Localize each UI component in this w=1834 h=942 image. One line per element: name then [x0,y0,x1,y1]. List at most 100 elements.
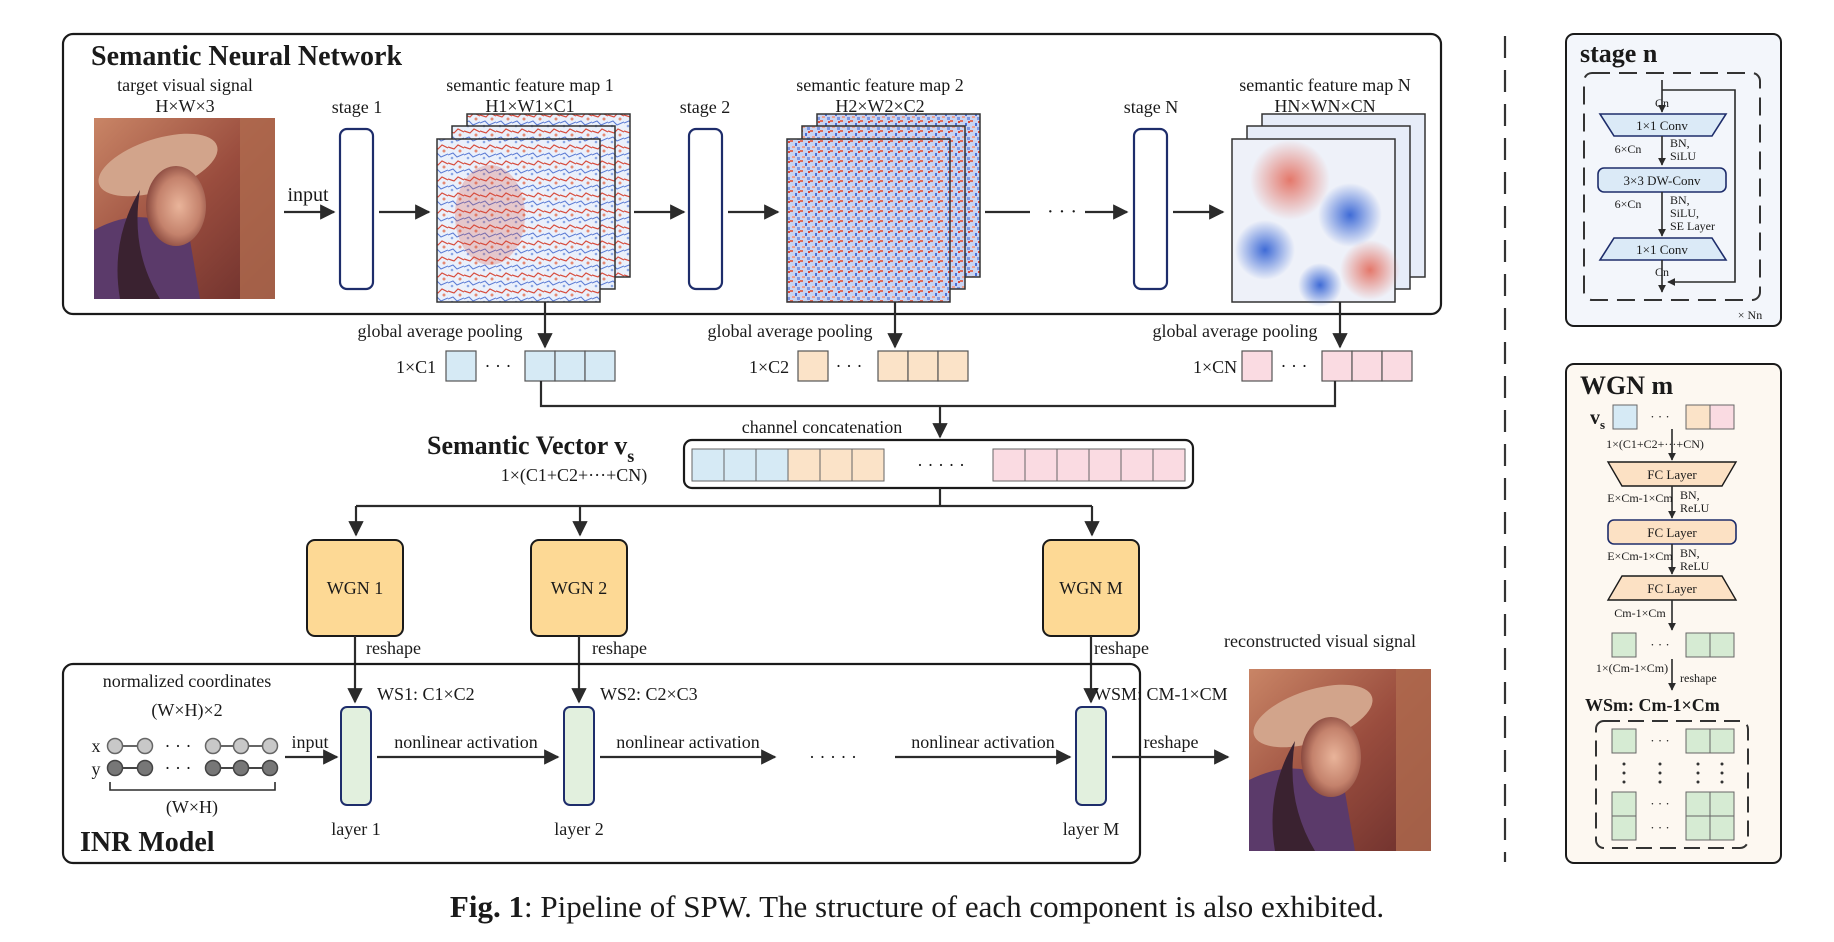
wgnm-out-dims: Cm-1×Cm [1614,606,1666,620]
output-label: reconstructed visual signal [1224,631,1416,651]
wgnm-e2: E×Cm-1×Cm [1607,549,1673,563]
stage-n-repeat: × Nn [1738,308,1762,322]
stage-n-cout: Cn [1655,265,1669,279]
sv-cell [787,448,821,482]
weight-m-label: WSM: CM-1×CM [1094,684,1228,704]
wgnm-vs: vs [1590,407,1605,432]
caption-bold: Fig. 1 [450,889,524,924]
vector-2-cell [797,350,829,382]
wgnm-out-cell [1611,632,1637,658]
y-label: y [92,759,101,779]
wgnm-bn1a: BN, [1680,488,1700,502]
wgnm-reshape: reshape [1680,671,1717,685]
wgnm-vs-cell [1709,404,1735,430]
wgnm-vs-sub: s [1600,417,1605,432]
vector-2-label: 1×C2 [749,357,789,377]
grid-cell [1611,791,1637,817]
feature-map-n-dims: HN×WN×CN [1274,96,1375,116]
stage-n-dwconv-label: 3×3 DW-Conv [1623,173,1701,188]
layer-1-block [340,706,372,806]
weight-1-label: WS1: C1×C2 [377,684,475,704]
sv-cell [1056,448,1090,482]
stage-1-block [338,127,375,291]
vector-n-cell [1351,350,1383,382]
wgnm-vs-cell [1612,404,1638,430]
stages-ellipsis: · · · [1047,201,1077,223]
sv-cell [723,448,757,482]
feature-map-n-title: semantic feature map N [1239,75,1410,95]
sv-cell [1088,448,1122,482]
feature-map-2-title: semantic feature map 2 [796,75,963,95]
wgn-1-reshape: reshape [366,638,421,658]
wgnm-out-cell [1685,632,1711,658]
wgn-1-label: WGN 1 [327,578,384,598]
wgn-m-panel-title: WGN m [1580,371,1674,400]
wgnm-vs-main: v [1590,407,1600,429]
stage-n-bn2b: SiLU, [1670,206,1699,220]
x-label: x [92,736,101,756]
coords-dots: · · · [165,758,192,778]
semantic-vector-cells: · · · · · [691,448,1186,482]
sv-cell [1120,448,1154,482]
grid-cell [1685,791,1711,817]
layer-2-block [563,706,595,806]
feature-map-n [1231,113,1426,307]
activation-2: nonlinear activation [616,732,759,752]
wgnm-fc1 [1606,461,1738,487]
wgn-m-label: WGN M [1059,578,1123,598]
vector-1-label: 1×C1 [396,357,436,377]
activation-m: nonlinear activation [911,732,1054,752]
concat-label: channel concatenation [742,417,902,437]
wgnm-fc3-label: FC Layer [1647,581,1697,596]
snn-panel [61,32,1443,316]
vector-2-cell [937,350,969,382]
grid-cell [1685,728,1711,754]
caption-text: : Pipeline of SPW. The structure of each… [524,889,1384,924]
stage-n-panel-title: stage n [1580,39,1658,68]
wgnm-vec-dims: 1×(Cm-1×Cm) [1596,661,1668,675]
vector-1-cell [445,350,477,382]
target-image [94,118,275,299]
pooling-branch-2: global average pooling 1×C2 · · · [708,302,969,382]
stage-n-bn2c: SE Layer [1670,219,1715,233]
coords-label: normalized coordinates [103,671,271,691]
stage-n-conv2-label: 1×1 Conv [1636,242,1688,257]
wgnm-vs-dots: · · · [1650,409,1670,424]
pooling-branch-n: global average pooling 1×CN · · · [1153,302,1413,382]
feature-map-2-dims: H2×W2×C2 [835,96,924,116]
coords-nodes: x y · · · · · · (W×H) [92,736,279,818]
pooling-2-label: global average pooling [708,321,873,341]
wgn-2-reshape: reshape [592,638,647,658]
sv-cell [755,448,789,482]
vector-n-label: 1×CN [1193,357,1237,377]
semantic-vector-title-main: Semantic Vector v [427,431,627,460]
vector-1-cell [554,350,586,382]
wgnm-bn2a: BN, [1680,546,1700,560]
wgnm-bn1b: ReLU [1680,501,1710,515]
inr-input-label: input [291,732,328,752]
vector-1-cell [584,350,616,382]
grid-cell [1709,791,1735,817]
input-image-dims: H×W×3 [155,96,214,116]
feature-map-2 [786,113,981,303]
wgnm-out-dots: · · · [1650,637,1670,652]
vector-n-ellipsis: · · · [1281,356,1308,376]
input-arrow-label: input [287,184,329,206]
weight-2-label: WS2: C2×C3 [600,684,698,704]
wgn-2-label: WGN 2 [551,578,608,598]
grid-cell [1611,728,1637,754]
inr-panel [61,662,1142,865]
wgnm-fc3 [1606,575,1738,601]
inr-title: INR Model [80,827,215,858]
wgnm-vs-cell [1685,404,1711,430]
grid-cell [1709,728,1735,754]
stage-n-mid1: 6×Cn [1615,142,1642,156]
sv-ellipsis: · · · · · [917,455,965,475]
semantic-vector-title-sub: s [627,446,634,466]
vector-2-cell [877,350,909,382]
pooling-n-label: global average pooling [1153,321,1318,341]
activation-1: nonlinear activation [394,732,537,752]
wgnm-fc1-label: FC Layer [1647,467,1697,482]
wgnm-fc2-label: FC Layer [1647,525,1697,540]
